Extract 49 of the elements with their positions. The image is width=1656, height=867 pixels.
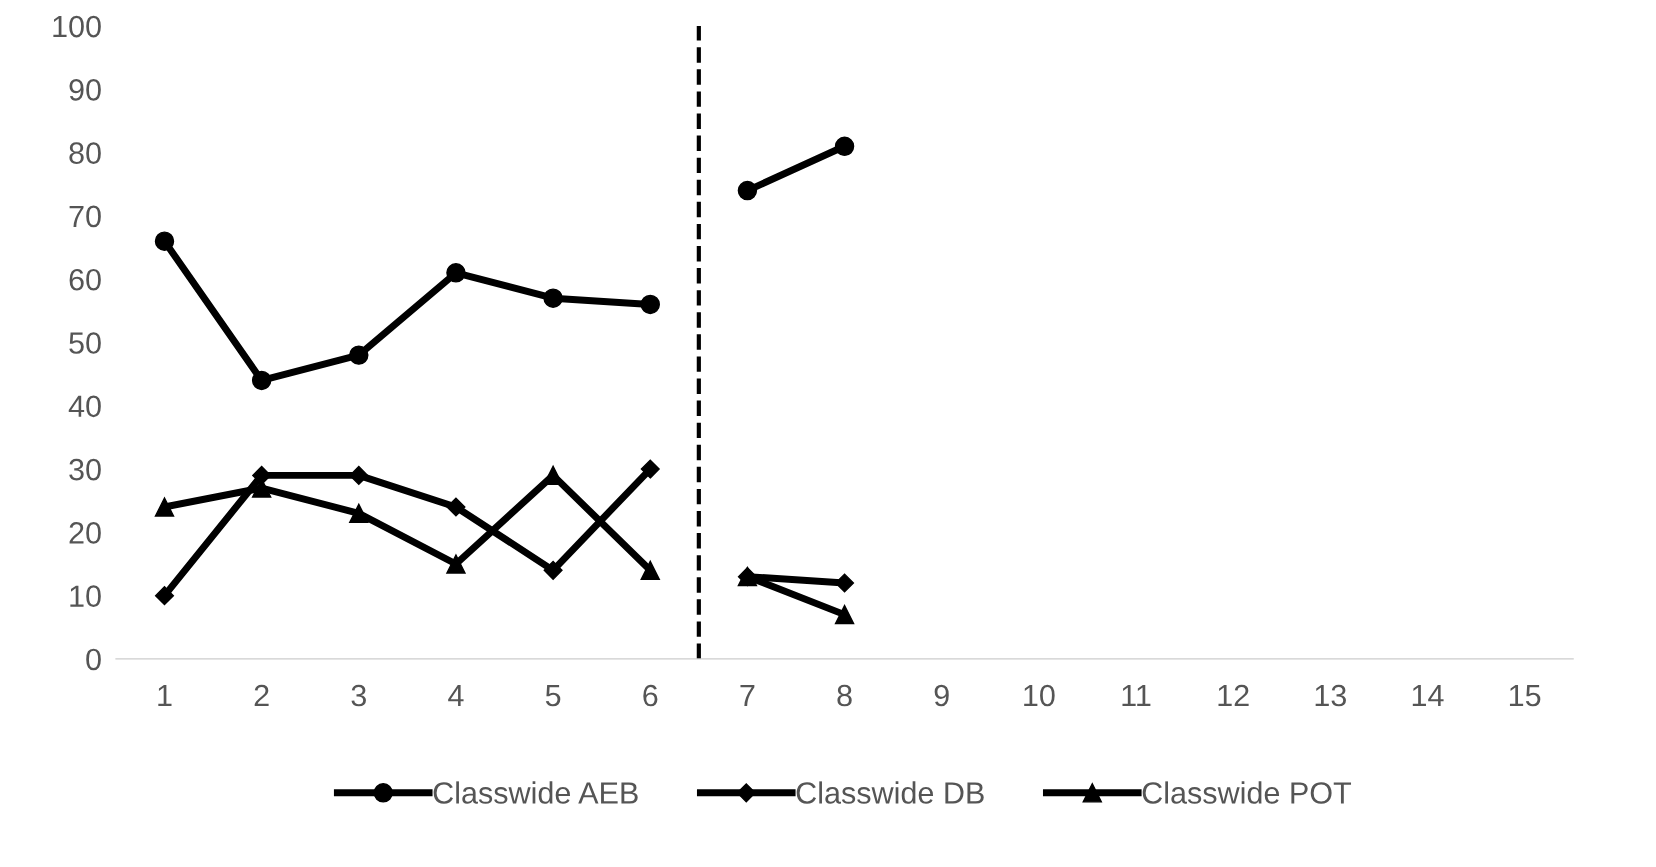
point xyxy=(737,180,758,201)
y-tick-label: 20 xyxy=(69,522,101,544)
y-tick-label: 10 xyxy=(70,585,101,607)
y-tick-label: 30 xyxy=(69,458,101,481)
y-tick-label: 100 xyxy=(53,15,101,38)
x-tick-label: 6 xyxy=(643,684,658,707)
point xyxy=(349,345,369,365)
y-tick-label: 80 xyxy=(69,142,101,164)
point xyxy=(543,560,563,580)
legend-label: Classwide AEB xyxy=(433,781,638,804)
point xyxy=(640,459,660,479)
x-tick-label: 3 xyxy=(351,684,366,707)
y-tick-label: 90 xyxy=(69,79,101,101)
y-tick-label: 70 xyxy=(69,205,101,228)
x-tick-label: 5 xyxy=(545,685,561,707)
x-tick-label: 11 xyxy=(1122,685,1151,707)
point xyxy=(446,497,466,517)
y-tick-label: 50 xyxy=(69,332,101,354)
point xyxy=(640,294,660,315)
point xyxy=(154,231,175,251)
point xyxy=(640,560,660,581)
legend-label: Classwide POT xyxy=(1142,781,1352,804)
x-tick-label: 4 xyxy=(448,685,464,707)
y-tick-label: 0 xyxy=(86,648,101,671)
point xyxy=(834,604,855,625)
y-tick-label: 60 xyxy=(69,268,101,291)
y-tick-label: 40 xyxy=(68,395,101,418)
point xyxy=(154,586,175,606)
point xyxy=(543,288,563,308)
point xyxy=(834,136,855,156)
x-tick-label: 13 xyxy=(1315,684,1346,707)
point xyxy=(446,263,466,283)
x-tick-label: 9 xyxy=(934,684,949,707)
point xyxy=(251,370,272,391)
legend-label: Classwide DB xyxy=(796,781,984,804)
x-tick-label: 10 xyxy=(1024,684,1055,707)
x-tick-label: 7 xyxy=(740,685,755,707)
x-tick-label: 15 xyxy=(1509,685,1541,707)
x-tick-label: 2 xyxy=(254,684,269,707)
x-tick-label: 1 xyxy=(158,685,172,707)
point xyxy=(349,503,369,524)
x-tick-label: 14 xyxy=(1412,685,1444,707)
point xyxy=(835,573,855,593)
x-tick-label: 8 xyxy=(837,684,852,707)
x-tick-label: 12 xyxy=(1218,684,1249,707)
point xyxy=(349,465,369,485)
point xyxy=(252,465,272,485)
point xyxy=(446,554,466,574)
point xyxy=(154,497,175,517)
